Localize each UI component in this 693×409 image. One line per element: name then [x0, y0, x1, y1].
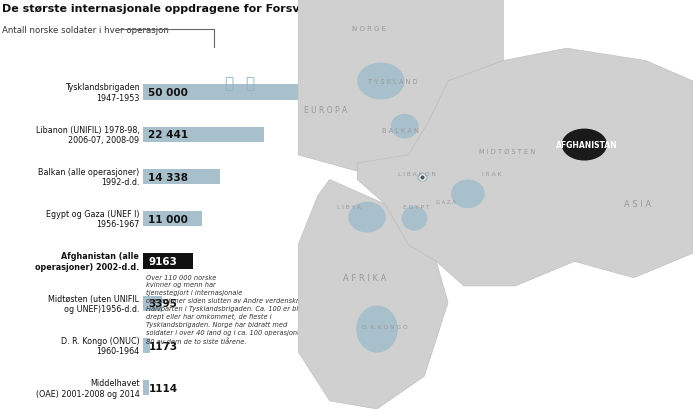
FancyBboxPatch shape [143, 169, 220, 185]
Text: T Y S K L A N D: T Y S K L A N D [368, 79, 418, 85]
Polygon shape [298, 180, 448, 409]
Ellipse shape [356, 306, 398, 353]
Ellipse shape [349, 202, 386, 233]
Text: 1173: 1173 [148, 341, 177, 351]
Text: 50 000: 50 000 [148, 88, 188, 98]
Text: Middelhavet
(OAE) 2001-2008 og 2014: Middelhavet (OAE) 2001-2008 og 2014 [35, 378, 139, 398]
FancyBboxPatch shape [143, 380, 150, 396]
Text: ⛹: ⛹ [245, 76, 254, 91]
Text: E G Y P T: E G Y P T [403, 204, 430, 209]
FancyBboxPatch shape [143, 85, 412, 100]
Text: A F R I K A: A F R I K A [344, 274, 387, 283]
Text: 22 441: 22 441 [148, 130, 188, 140]
Text: N O R G E: N O R G E [352, 26, 386, 31]
Text: G A Z A: G A Z A [437, 200, 456, 205]
Text: L I B Y A: L I B Y A [337, 204, 361, 209]
FancyBboxPatch shape [143, 127, 264, 142]
Text: 1114: 1114 [148, 383, 177, 393]
Text: 9163: 9163 [148, 256, 177, 266]
Text: Tysklandsbrigaden
1947-1953: Tysklandsbrigaden 1947-1953 [64, 83, 139, 102]
Text: 14 338: 14 338 [148, 172, 188, 182]
Polygon shape [358, 49, 693, 286]
Text: I R A K: I R A K [482, 171, 501, 176]
Text: B A L K A N: B A L K A N [383, 128, 419, 134]
Ellipse shape [391, 115, 419, 139]
Text: D. R. K O N G O: D. R. K O N G O [362, 325, 407, 330]
Text: Over 110 000 norske
kvinner og menn har
tjenestegjort i internasjonale
operasjon: Over 110 000 norske kvinner og menn har … [146, 274, 306, 344]
Text: E U R O P A: E U R O P A [304, 106, 347, 115]
Text: De største internasjonale oppdragene for Forsvaret etter Andre verdenskrig: De største internasjonale oppdragene for… [2, 4, 480, 14]
Text: L I B A N O N: L I B A N O N [398, 171, 435, 176]
Text: M I D T Ø S T E N: M I D T Ø S T E N [480, 148, 536, 154]
Text: Libanon (UNIFIL) 1978-98,
2006-07, 2008-09: Libanon (UNIFIL) 1978-98, 2006-07, 2008-… [35, 125, 139, 145]
Ellipse shape [402, 207, 428, 231]
Text: A S I A: A S I A [624, 200, 651, 209]
Text: 3395: 3395 [148, 299, 177, 308]
Text: ⛹: ⛹ [224, 76, 234, 91]
Polygon shape [298, 0, 503, 172]
Text: Balkan (alle operasjoner)
1992-d.d.: Balkan (alle operasjoner) 1992-d.d. [38, 167, 139, 187]
Text: D. R. Kongo (ONUC)
1960-1964: D. R. Kongo (ONUC) 1960-1964 [60, 336, 139, 355]
FancyBboxPatch shape [143, 296, 161, 311]
Ellipse shape [417, 173, 428, 182]
Ellipse shape [561, 129, 607, 161]
Text: Egypt og Gaza (UNEF I)
1956-1967: Egypt og Gaza (UNEF I) 1956-1967 [46, 209, 139, 229]
Text: 11 000: 11 000 [148, 214, 188, 224]
FancyBboxPatch shape [143, 338, 150, 353]
Text: Antall norske soldater i hver operasjon: Antall norske soldater i hver operasjon [2, 26, 169, 35]
Text: AFGHANISTAN: AFGHANISTAN [556, 141, 617, 150]
FancyBboxPatch shape [143, 212, 202, 227]
FancyBboxPatch shape [143, 254, 193, 269]
Ellipse shape [451, 180, 484, 209]
Ellipse shape [358, 63, 405, 100]
Text: Afghanistan (alle
operasjoner) 2002-d.d.: Afghanistan (alle operasjoner) 2002-d.d. [35, 252, 139, 271]
Text: Midtøsten (uten UNIFIL
og UNEF)1956-d.d.: Midtøsten (uten UNIFIL og UNEF)1956-d.d. [49, 294, 139, 313]
